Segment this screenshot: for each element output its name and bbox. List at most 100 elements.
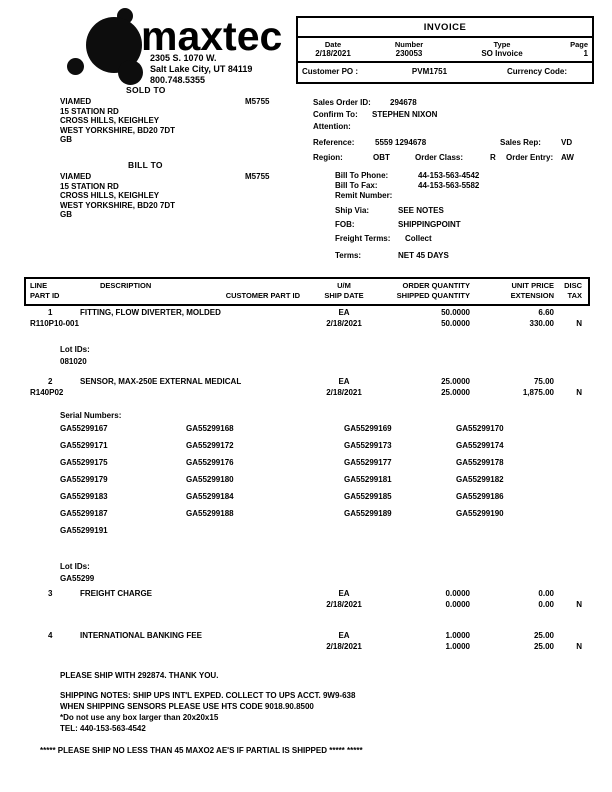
table-row: 2/18/2021 1.0000 25.00 N: [28, 642, 582, 652]
item-shipped-qty: 25.0000: [441, 388, 470, 397]
bill-to-fax-label: Bill To Fax:: [335, 181, 378, 190]
customer-po-label: Customer PO :: [302, 67, 359, 76]
serial-numbers-label: Serial Numbers:: [60, 411, 122, 420]
company-address-line1: 2305 S. 1070 W.: [150, 53, 217, 63]
reference-value: 5559 1294678: [375, 138, 427, 147]
bill-to-name: VIAMED: [60, 172, 92, 181]
col-part-id: PART ID: [30, 291, 60, 300]
item-ship-date: 2/18/2021: [326, 642, 362, 651]
serial-number: GA55299191: [60, 526, 108, 535]
order-entry-label: Order Entry:: [506, 153, 554, 162]
footer-partial-shipment-note: ***** PLEASE SHIP NO LESS THAN 45 MAXO2 …: [40, 746, 363, 755]
item-um: EA: [338, 377, 350, 386]
item-order-qty: 25.0000: [441, 377, 470, 386]
bill-to-address: VIAMED 15 STATION RD CROSS HILLS, KEIGHL…: [60, 172, 175, 220]
item-shipped-qty: 0.0000: [445, 600, 470, 609]
item-customer-part-id: [80, 388, 304, 398]
item-unit-price: 0.00: [538, 589, 554, 598]
col-extension: EXTENSION: [510, 291, 554, 300]
serial-number: GA55299170: [456, 424, 504, 433]
serial-number: GA55299186: [456, 492, 504, 501]
item-shipped-qty: 50.0000: [441, 319, 470, 328]
item-customer-part-id: [80, 319, 304, 329]
table-row: 1 FITTING, FLOW DIVERTER, MOLDED EA 50.0…: [28, 308, 582, 318]
col-shipped-qty: SHIPPED QUANTITY: [396, 291, 470, 300]
serial-number: GA55299175: [60, 458, 108, 467]
order-class-value: R: [490, 153, 496, 162]
currency-code-label: Currency Code:: [506, 67, 567, 76]
invoice-date: 2/18/2021: [315, 49, 351, 58]
serial-number: GA55299188: [186, 509, 234, 518]
item-part-id: [28, 642, 80, 652]
serial-number: GA55299176: [186, 458, 234, 467]
item-unit-price: 75.00: [533, 377, 554, 386]
sales-order-id-value: 294678: [390, 98, 417, 107]
item-order-qty: 50.0000: [441, 308, 470, 317]
bill-to-line3: WEST YORKSHIRE, BD20 7DT: [60, 200, 175, 210]
fob-label: FOB:: [335, 220, 355, 229]
bill-to-line2: CROSS HILLS, KEIGHLEY: [60, 191, 160, 200]
item-order-qty: 0.0000: [445, 589, 470, 598]
bill-to-heading: BILL TO: [128, 160, 163, 170]
invoice-header-box: INVOICE Date Number Type Page 2/18/2021 …: [296, 16, 594, 84]
ship-via-label: Ship Via:: [335, 206, 370, 215]
region-label: Region:: [313, 153, 343, 162]
table-row: 3 FREIGHT CHARGE EA 0.0000 0.00: [28, 589, 582, 599]
item-description: SENSOR, MAX-250E EXTERNAL MEDICAL: [80, 377, 242, 386]
terms-value: NET 45 DAYS: [398, 251, 449, 260]
item-part-id: [28, 600, 80, 610]
item-um: EA: [338, 589, 350, 598]
bill-to-line1: 15 STATION RD: [60, 181, 119, 191]
footer-box-size-note: *Do not use any box larger than 20x20x15: [60, 713, 219, 722]
item-description: INTERNATIONAL BANKING FEE: [80, 631, 202, 640]
item-um: EA: [338, 308, 350, 317]
serial-number: GA55299180: [186, 475, 234, 484]
item-customer-part-id: [80, 600, 304, 610]
sold-to-name: VIAMED: [60, 97, 92, 106]
footer-note-ship-with: PLEASE SHIP WITH 292874. THANK YOU.: [60, 671, 219, 680]
footer-hts-code-note: WHEN SHIPPING SENSORS PLEASE USE HTS COD…: [60, 702, 314, 711]
item-extension: 1,875.00: [522, 388, 554, 397]
sold-to-line1: 15 STATION RD: [60, 106, 119, 116]
lot-ids-label: Lot IDs:: [60, 562, 90, 571]
serial-number: GA55299185: [344, 492, 392, 501]
item-line-number: 1: [48, 308, 53, 317]
company-address-line2: Salt Lake City, UT 84119: [150, 64, 253, 74]
item-unit-price: 25.00: [533, 631, 554, 640]
col-disc: DISC: [564, 281, 582, 290]
sold-to-address: VIAMED 15 STATION RD CROSS HILLS, KEIGHL…: [60, 97, 175, 145]
item-ship-date: 2/18/2021: [326, 600, 362, 609]
item-shipped-qty: 1.0000: [445, 642, 470, 651]
bill-to-customer-code: M5755: [245, 172, 270, 181]
lot-ids-label: Lot IDs:: [60, 345, 90, 354]
item-extension: 25.00: [533, 642, 554, 651]
item-order-qty: 1.0000: [445, 631, 470, 640]
item-description: FITTING, FLOW DIVERTER, MOLDED: [80, 308, 221, 317]
sold-to-line3: WEST YORKSHIRE, BD20 7DT: [60, 125, 175, 135]
logo-dot-left-icon: [67, 58, 84, 75]
footer-shipping-notes: SHIPPING NOTES: SHIP UPS INT'L EXPED. CO…: [60, 691, 356, 700]
customer-po-value: PVM1751: [411, 67, 448, 76]
serial-number: GA55299189: [344, 509, 392, 518]
item-line-number: 3: [48, 589, 53, 598]
col-order-qty: ORDER QUANTITY: [402, 281, 471, 290]
bill-to-phone-label: Bill To Phone:: [335, 171, 389, 180]
invoice-number: 230053: [395, 49, 423, 58]
item-line-number: 4: [48, 631, 53, 640]
col-description: DESCRIPTION: [100, 281, 152, 290]
col-tax: TAX: [567, 291, 582, 300]
serial-number: GA55299169: [344, 424, 392, 433]
invoice-title: INVOICE: [298, 18, 592, 38]
serial-numbers-grid: GA55299167 GA55299168 GA55299169 GA55299170…: [60, 424, 580, 537]
logo-dot-bottom-icon: [118, 60, 143, 85]
terms-label: Terms:: [335, 251, 362, 260]
bill-to-phone-value: 44-153-563-4542: [418, 171, 480, 180]
region-value: OBT: [373, 153, 390, 162]
sold-to-heading: SOLD TO: [126, 85, 166, 95]
table-row: R110P10-001 2/18/2021 50.0000 330.00 N: [28, 319, 582, 329]
bill-to-fax-value: 44-153-563-5582: [418, 181, 480, 190]
bill-to-line4: GB: [60, 210, 72, 219]
serial-number: GA55299183: [60, 492, 108, 501]
page-label: Page: [570, 40, 588, 49]
